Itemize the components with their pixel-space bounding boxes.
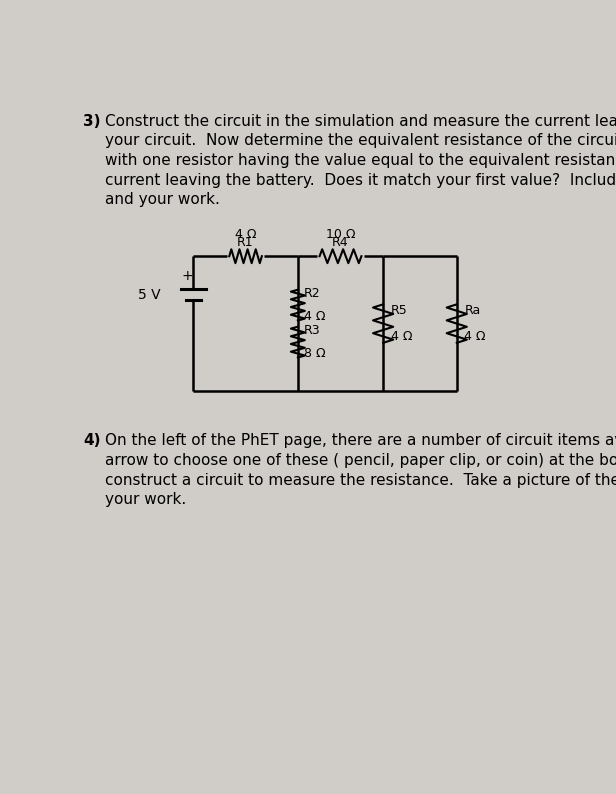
Text: your work.: your work. bbox=[105, 492, 186, 507]
Text: 4 Ω: 4 Ω bbox=[391, 330, 412, 343]
Text: construct a circuit to measure the resistance.  Take a picture of the final circ: construct a circuit to measure the resis… bbox=[105, 472, 616, 488]
Text: arrow to choose one of these ( pencil, paper clip, or coin) at the bottom.  Desi: arrow to choose one of these ( pencil, p… bbox=[105, 453, 616, 468]
Text: R4: R4 bbox=[332, 237, 349, 249]
Text: 4 Ω: 4 Ω bbox=[464, 330, 486, 343]
Text: On the left of the PhET page, there are a number of circuit items available.  Us: On the left of the PhET page, there are … bbox=[105, 434, 616, 449]
Text: R2: R2 bbox=[304, 287, 321, 299]
Text: Construct the circuit in the simulation and measure the current leaving the batt: Construct the circuit in the simulation … bbox=[105, 114, 616, 129]
Text: R5: R5 bbox=[391, 304, 408, 318]
Text: and your work.: and your work. bbox=[105, 192, 220, 207]
Text: Ra: Ra bbox=[464, 304, 480, 318]
Text: 10 Ω: 10 Ω bbox=[326, 228, 355, 241]
Text: +: + bbox=[181, 269, 193, 283]
Text: 5 V: 5 V bbox=[138, 287, 161, 302]
Text: your circuit.  Now determine the equivalent resistance of the circuit.  Create a: your circuit. Now determine the equivale… bbox=[105, 133, 616, 148]
Text: 8 Ω: 8 Ω bbox=[304, 348, 326, 360]
Text: 4 Ω: 4 Ω bbox=[235, 228, 256, 241]
Text: R1: R1 bbox=[237, 237, 254, 249]
Text: R3: R3 bbox=[304, 324, 321, 337]
Text: with one resistor having the value equal to the equivalent resistance and measur: with one resistor having the value equal… bbox=[105, 153, 616, 168]
Text: 4 Ω: 4 Ω bbox=[304, 310, 326, 323]
Text: 4): 4) bbox=[83, 434, 100, 449]
Text: current leaving the battery.  Does it match your first value?  Include images of: current leaving the battery. Does it mat… bbox=[105, 172, 616, 187]
Text: 3): 3) bbox=[83, 114, 100, 129]
